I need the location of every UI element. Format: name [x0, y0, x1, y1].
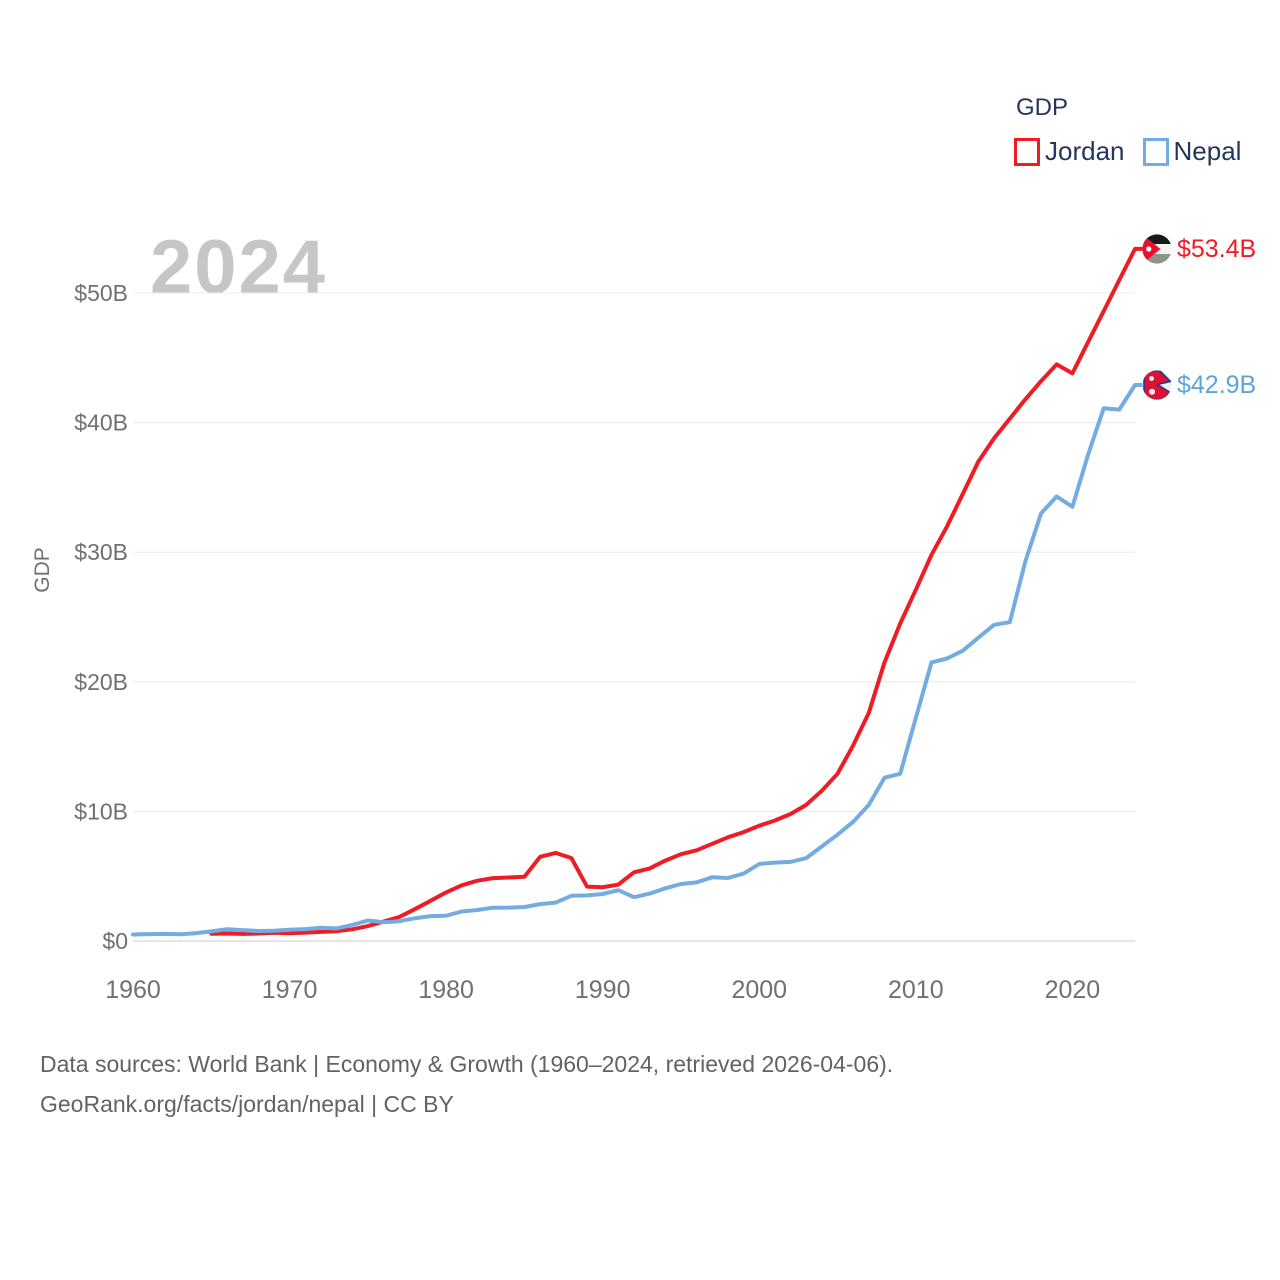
y-tick-label: $20B [74, 669, 128, 695]
x-tick-label: 2010 [888, 976, 944, 1004]
legend-item-jordan[interactable]: Jordan [1014, 136, 1125, 167]
source-url-line[interactable]: GeoRank.org/facts/jordan/nepal | CC BY [40, 1091, 454, 1117]
legend-label-jordan: Jordan [1045, 136, 1125, 166]
attribution-footer: Data sources: World Bank | Economy & Gro… [40, 1044, 893, 1124]
y-tick-label: $40B [74, 410, 128, 436]
x-tick-label: 2000 [731, 976, 787, 1004]
legend-item-nepal[interactable]: Nepal [1142, 136, 1242, 167]
jordan-end-value-label: $53.4B [1177, 235, 1257, 263]
y-tick-label: $10B [74, 798, 128, 824]
x-tick-label: 1970 [262, 976, 318, 1004]
jordan-flag-icon [1142, 234, 1172, 264]
nepal-swatch-icon [1142, 137, 1169, 166]
jordan-swatch-icon [1014, 137, 1040, 166]
legend-label-nepal: Nepal [1173, 136, 1242, 166]
x-tick-label: 1990 [575, 976, 631, 1004]
y-tick-label: $50B [74, 280, 128, 306]
gridlines [133, 292, 1135, 942]
y-tick-label: $0 [102, 928, 128, 954]
x-tick-label: 2020 [1045, 976, 1101, 1004]
legend-title: GDP [1016, 94, 1069, 121]
data-sources-line: Data sources: World Bank | Economy & Gro… [40, 1051, 894, 1077]
y-tick-label: $30B [74, 539, 128, 565]
gdp-line-chart: $0 $10B $20B $30B $40B $50B 1960 1970 1980 1990 20… [74, 234, 1172, 1004]
year-watermark: 2024 [150, 225, 328, 310]
nepal-end-value-label: $42.9B [1177, 371, 1257, 399]
x-tick-label: 1960 [105, 976, 161, 1004]
series-lines [131, 246, 1144, 937]
jordan-gdp-line[interactable] [209, 246, 1144, 936]
nepal-flag-icon [1142, 370, 1172, 400]
nepal-gdp-line[interactable] [131, 383, 1144, 937]
x-tick-label: 1980 [418, 976, 474, 1004]
axis-labels: $0 $10B $20B $30B $40B $50B 1960 1970 1980 1990 20… [74, 280, 1100, 1004]
y-axis-title: GDP [31, 547, 54, 593]
legend: GDP Jordan Nepal [1014, 94, 1241, 167]
